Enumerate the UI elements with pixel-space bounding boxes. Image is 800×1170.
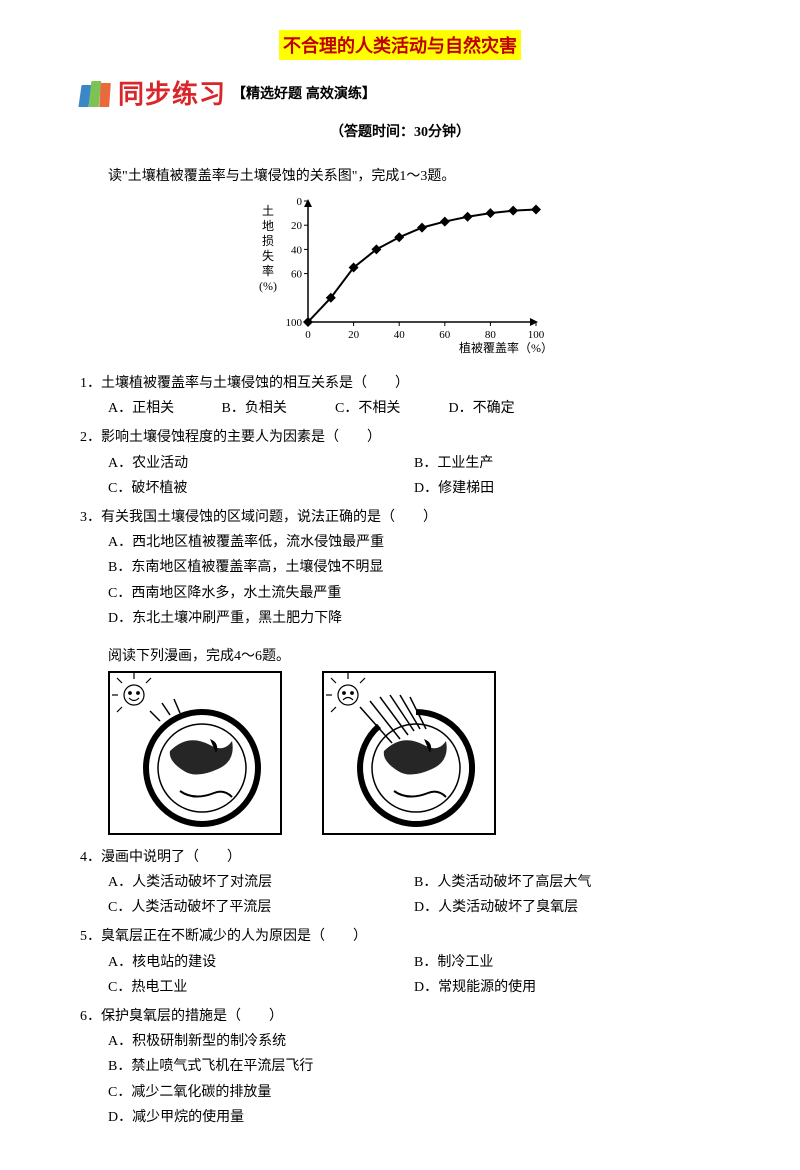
q2-opt-c: C．破坏植被 (108, 476, 414, 501)
banner-heading: 同步练习 (118, 74, 226, 111)
q6-opt-d: D．减少甲烷的使用量 (108, 1105, 720, 1130)
svg-text:率: 率 (262, 263, 274, 278)
svg-text:20: 20 (348, 329, 360, 341)
svg-text:损: 损 (262, 234, 274, 248)
cartoon-row (80, 671, 720, 835)
q6-opt-c: C．减少二氧化碳的排放量 (108, 1080, 720, 1105)
q1-opt-a: A．正相关 (108, 396, 218, 421)
q4-opt-d: D．人类活动破坏了臭氧层 (414, 895, 720, 920)
question-3: 3．有关我国土壤侵蚀的区域问题，说法正确的是（ ） A．西北地区植被覆盖率低，流… (80, 505, 720, 631)
q3-options: A．西北地区植被覆盖率低，流水侵蚀最严重 B．东南地区植被覆盖率高，土壤侵蚀不明… (80, 530, 720, 631)
question-6: 6．保护臭氧层的措施是（ ） A．积极研制新型的制冷系统 B．禁止喷气式飞机在平… (80, 1004, 720, 1130)
svg-text:植被覆盖率（%）: 植被覆盖率（%） (459, 340, 550, 355)
question-4: 4．漫画中说明了（ ） A．人类活动破坏了对流层 B．人类活动破坏了高层大气 C… (80, 845, 720, 921)
svg-text:80: 80 (485, 329, 497, 341)
svg-text:地: 地 (262, 219, 274, 233)
question-5: 5．臭氧层正在不断减少的人为原因是（ ） A．核电站的建设 B．制冷工业 C．热… (80, 924, 720, 1000)
svg-text:20: 20 (291, 220, 303, 232)
q1-opt-b: B．负相关 (222, 396, 332, 421)
page: 不合理的人类活动与自然灾害 同步练习 【精选好题 高效演练】 （答题时间：30分… (0, 0, 800, 1170)
intro-2: 阅读下列漫画，完成4～6题。 (80, 645, 720, 665)
q1-options: A．正相关 B．负相关 C．不相关 D．不确定 (80, 396, 720, 421)
q3-opt-a: A．西北地区植被覆盖率低，流水侵蚀最严重 (108, 530, 720, 555)
q6-options: A．积极研制新型的制冷系统 B．禁止喷气式飞机在平流层飞行 C．减少二氧化碳的排… (80, 1029, 720, 1130)
q2-opt-b: B．工业生产 (414, 451, 720, 476)
q3-opt-c: C．西南地区降水多，水土流失最严重 (108, 581, 720, 606)
chart-svg: 0204060100020406080100植被覆盖率（%）土地损失率(%) (250, 191, 550, 356)
svg-text:40: 40 (291, 244, 303, 256)
svg-text:60: 60 (291, 269, 303, 281)
q3-opt-b: B．东南地区植被覆盖率高，土壤侵蚀不明显 (108, 555, 720, 580)
q5-stem: 5．臭氧层正在不断减少的人为原因是（ ） (80, 924, 720, 949)
q5-opt-a: A．核电站的建设 (108, 950, 414, 975)
svg-text:0: 0 (297, 196, 303, 208)
svg-text:土: 土 (262, 204, 274, 218)
cartoon-left-svg (110, 673, 280, 833)
q5-opt-b: B．制冷工业 (414, 950, 720, 975)
cartoon-right (322, 671, 496, 835)
q4-opt-b: B．人类活动破坏了高层大气 (414, 870, 720, 895)
time-note: （答题时间：30分钟） (80, 121, 720, 141)
q4-options: A．人类活动破坏了对流层 B．人类活动破坏了高层大气 C．人类活动破坏了平流层 … (80, 870, 720, 920)
q2-opt-d: D．修建梯田 (414, 476, 720, 501)
q1-opt-d: D．不确定 (449, 396, 559, 421)
banner: 同步练习 【精选好题 高效演练】 (80, 74, 720, 111)
question-1: 1．土壤植被覆盖率与土壤侵蚀的相互关系是（ ） A．正相关 B．负相关 C．不相… (80, 371, 720, 421)
q4-opt-a: A．人类活动破坏了对流层 (108, 870, 414, 895)
question-2: 2．影响土壤侵蚀程度的主要人为因素是（ ） A．农业活动 B．工业生产 C．破坏… (80, 425, 720, 501)
q1-stem: 1．土壤植被覆盖率与土壤侵蚀的相互关系是（ ） (80, 371, 720, 396)
svg-text:100: 100 (528, 329, 545, 341)
svg-text:0: 0 (305, 329, 311, 341)
svg-text:60: 60 (439, 329, 451, 341)
svg-text:失: 失 (262, 248, 274, 263)
q2-opt-a: A．农业活动 (108, 451, 414, 476)
intro-1: 读"土壤植被覆盖率与土壤侵蚀的关系图"，完成1～3题。 (80, 165, 720, 185)
q4-opt-c: C．人类活动破坏了平流层 (108, 895, 414, 920)
q3-opt-d: D．东北土壤冲刷严重，黑土肥力下降 (108, 606, 720, 631)
q5-opt-c: C．热电工业 (108, 975, 414, 1000)
cartoon-left (108, 671, 282, 835)
q2-options: A．农业活动 B．工业生产 C．破坏植被 D．修建梯田 (80, 451, 720, 501)
svg-text:(%): (%) (259, 279, 277, 293)
q3-stem: 3．有关我国土壤侵蚀的区域问题，说法正确的是（ ） (80, 505, 720, 530)
banner-sub: 【精选好题 高效演练】 (232, 83, 376, 103)
q4-stem: 4．漫画中说明了（ ） (80, 845, 720, 870)
title-wrap: 不合理的人类活动与自然灾害 (80, 30, 720, 60)
soil-chart: 0204060100020406080100植被覆盖率（%）土地损失率(%) (80, 191, 720, 361)
q5-options: A．核电站的建设 B．制冷工业 C．热电工业 D．常规能源的使用 (80, 950, 720, 1000)
q2-stem: 2．影响土壤侵蚀程度的主要人为因素是（ ） (80, 425, 720, 450)
svg-text:40: 40 (394, 329, 406, 341)
q6-opt-a: A．积极研制新型的制冷系统 (108, 1029, 720, 1054)
books-icon (80, 79, 114, 107)
q6-opt-b: B．禁止喷气式飞机在平流层飞行 (108, 1054, 720, 1079)
q5-opt-d: D．常规能源的使用 (414, 975, 720, 1000)
cartoon-right-svg (324, 673, 494, 833)
q1-opt-c: C．不相关 (335, 396, 445, 421)
page-title: 不合理的人类活动与自然灾害 (279, 30, 521, 60)
q6-stem: 6．保护臭氧层的措施是（ ） (80, 1004, 720, 1029)
svg-text:100: 100 (286, 317, 303, 329)
